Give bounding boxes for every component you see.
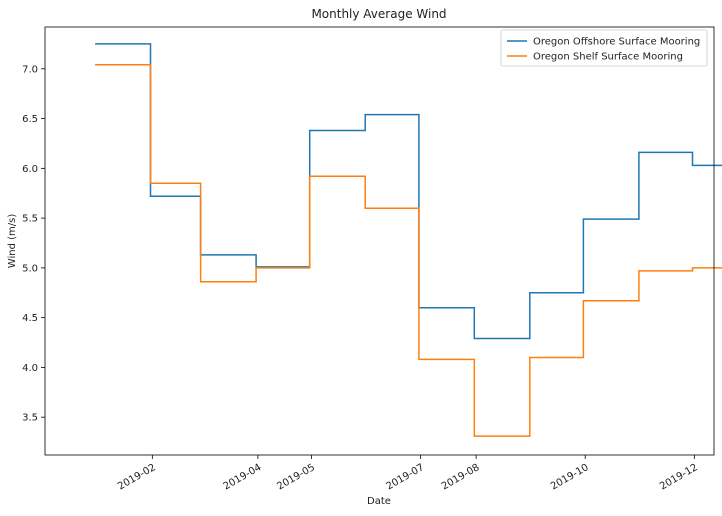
y-tick-label: 7.0 bbox=[22, 64, 38, 75]
y-tick-label: 6.0 bbox=[22, 164, 38, 175]
series-2 bbox=[95, 64, 722, 437]
legend-label: Oregon Shelf Surface Mooring bbox=[533, 52, 683, 63]
plot-series bbox=[95, 43, 722, 437]
y-axis-title: Wind (m/s) bbox=[7, 214, 18, 269]
chart-title: Monthly Average Wind bbox=[311, 7, 446, 21]
y-tick-label: 6.5 bbox=[22, 114, 38, 125]
y-tick-label: 4.5 bbox=[22, 313, 38, 324]
legend: Oregon Offshore Surface Mooring Oregon Sh… bbox=[500, 29, 708, 67]
series-line-2 bbox=[95, 64, 722, 437]
y-tick-label: 5.0 bbox=[22, 263, 38, 274]
x-axis-title: Date bbox=[367, 496, 391, 507]
legend-box bbox=[500, 29, 708, 67]
y-tick-label: 5.5 bbox=[22, 214, 38, 225]
legend-label: Oregon Offshore Surface Mooring bbox=[533, 37, 700, 48]
plot-frame bbox=[44, 26, 715, 456]
y-tick-label: 3.5 bbox=[22, 413, 38, 424]
y-tick-label: 4.0 bbox=[22, 363, 38, 374]
y-axis: 3.5 4.0 4.5 5.0 5.5 6.0 6.5 7.0 bbox=[22, 64, 45, 424]
